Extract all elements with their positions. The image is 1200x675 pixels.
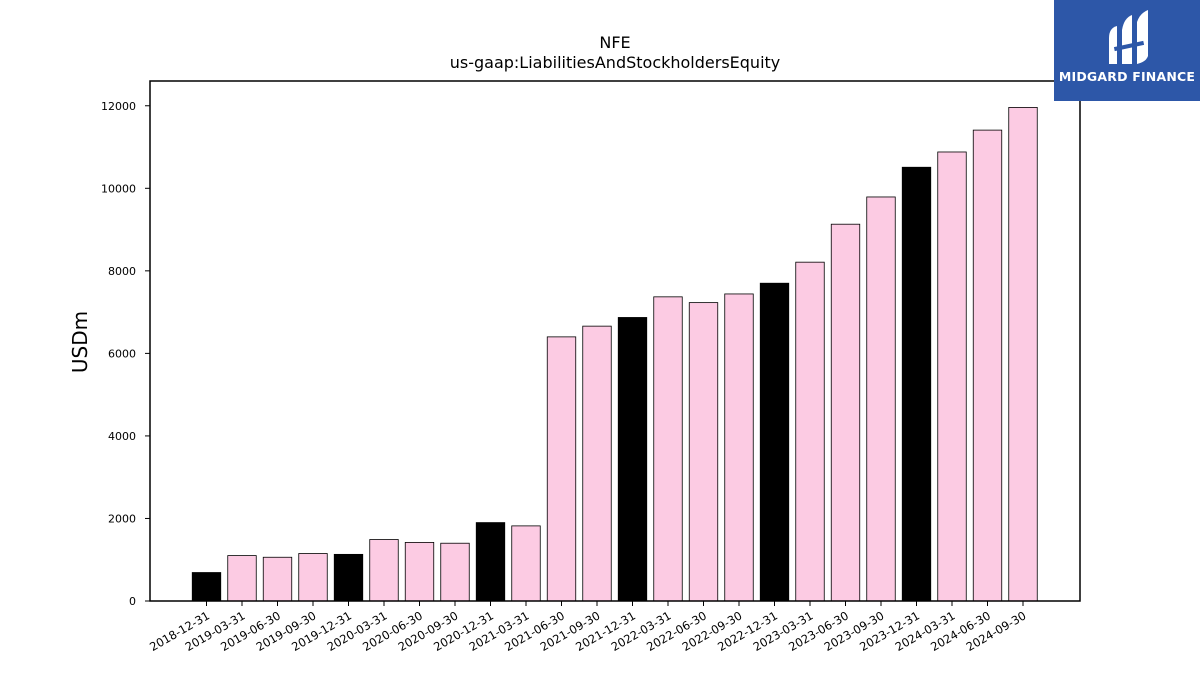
- bar-2024-03-31: [937, 151, 967, 602]
- bar-2020-09-30: [440, 542, 470, 602]
- bar-2021-09-30: [582, 325, 612, 602]
- bar-2019-06-30: [262, 556, 293, 602]
- bar-2022-06-30: [688, 302, 719, 602]
- y-tick-label: 4000: [108, 430, 136, 443]
- bar-2019-03-31: [227, 555, 257, 602]
- bar-2024-09-30: [1008, 107, 1038, 602]
- bar-2020-12-31: [475, 522, 506, 602]
- y-tick-label: 6000: [108, 347, 136, 360]
- bar-2021-06-30: [546, 336, 577, 602]
- y-tick-label: 12000: [101, 100, 136, 113]
- bar-2022-09-30: [724, 293, 754, 602]
- chart-subtitle: us-gaap:LiabilitiesAndStockholdersEquity: [450, 53, 781, 72]
- bar-2021-12-31: [617, 317, 648, 602]
- x-axis-ticks: 2018-12-312019-03-312019-06-302019-09-30…: [147, 601, 1029, 654]
- y-axis-ticks: 0 2000 4000 6000 8000 10000 12000: [101, 100, 150, 608]
- bar-2024-06-30: [972, 129, 1003, 602]
- bar-2023-12-31: [901, 166, 932, 602]
- midgard-logo-icon: [1109, 10, 1148, 64]
- plot-frame: [149, 80, 1081, 602]
- chart-title: NFE: [599, 33, 630, 52]
- bar-2019-09-30: [298, 553, 328, 602]
- bar-2018-12-31: [191, 572, 222, 602]
- y-tick-label: 0: [129, 595, 136, 608]
- y-tick-label: 10000: [101, 182, 136, 195]
- bar-2023-03-31: [795, 261, 825, 602]
- bars-group: [191, 107, 1038, 602]
- bar-2020-06-30: [404, 541, 435, 602]
- bar-2023-09-30: [866, 196, 896, 602]
- bar-2019-12-31: [333, 553, 364, 602]
- y-tick-label: 8000: [108, 265, 136, 278]
- bar-2023-06-30: [830, 223, 861, 602]
- bar-2022-12-31: [759, 282, 790, 602]
- logo-name: MIDGARD FINANCE: [1058, 69, 1196, 84]
- bar-2022-03-31: [653, 296, 683, 602]
- bar-2020-03-31: [369, 539, 399, 602]
- bar-2021-03-31: [511, 525, 541, 602]
- y-tick-label: 2000: [108, 512, 136, 525]
- midgard-finance-logo: MIDGARD FINANCE: [1054, 0, 1200, 101]
- y-axis-label: USDm: [68, 311, 92, 373]
